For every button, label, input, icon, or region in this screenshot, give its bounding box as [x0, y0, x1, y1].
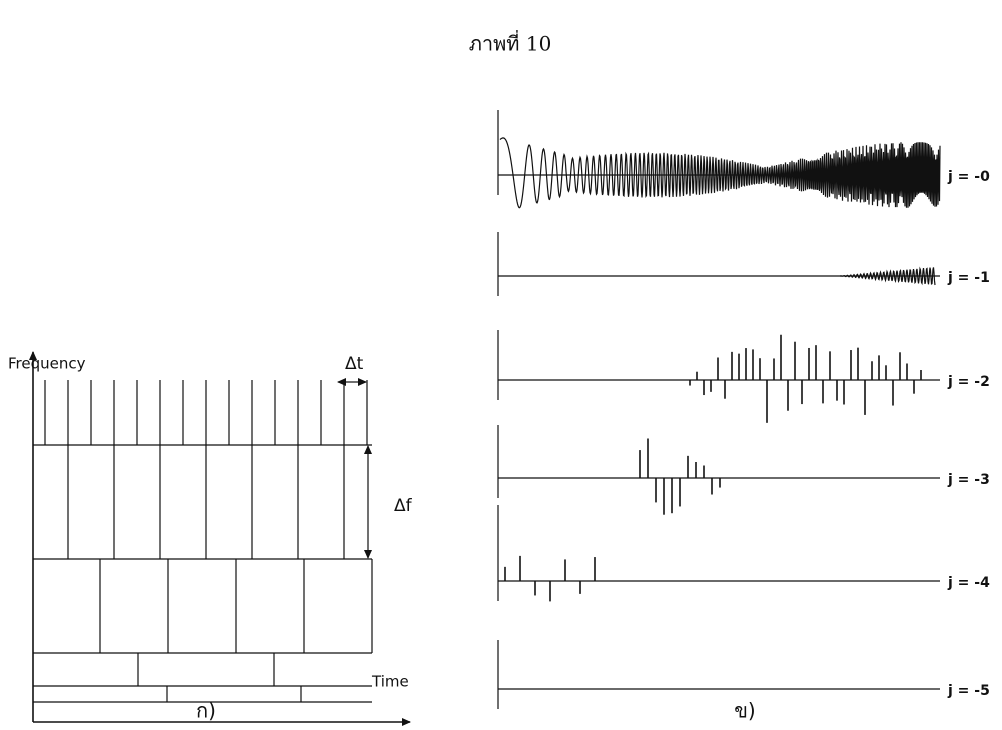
wavelet-diagram: j = -0 j = -1 j = -2 j = -3 j = -4 j = -5: [498, 110, 990, 709]
y-axis-label: Frequency: [8, 355, 86, 373]
caption-a: ก): [196, 699, 216, 723]
figure: ภาพที่ 10 Frequency Time Δt Δf ก) j = -0…: [0, 0, 1002, 730]
level-label: j = -2: [947, 374, 990, 390]
level-label: j = -4: [947, 575, 990, 591]
level-label: j = -0: [947, 169, 990, 185]
x-axis-label: Time: [371, 673, 409, 691]
level-label: j = -1: [947, 270, 990, 286]
caption-b: ข): [734, 699, 755, 723]
level-label: j = -5: [947, 683, 990, 699]
tiling-diagram: Frequency Time Δt Δf ก): [8, 352, 413, 723]
level-label: j = -3: [947, 472, 990, 488]
signal: [500, 138, 940, 208]
df-label: Δf: [394, 496, 413, 516]
figure-title: ภาพที่ 10: [469, 30, 552, 56]
dt-label: Δt: [345, 354, 364, 374]
